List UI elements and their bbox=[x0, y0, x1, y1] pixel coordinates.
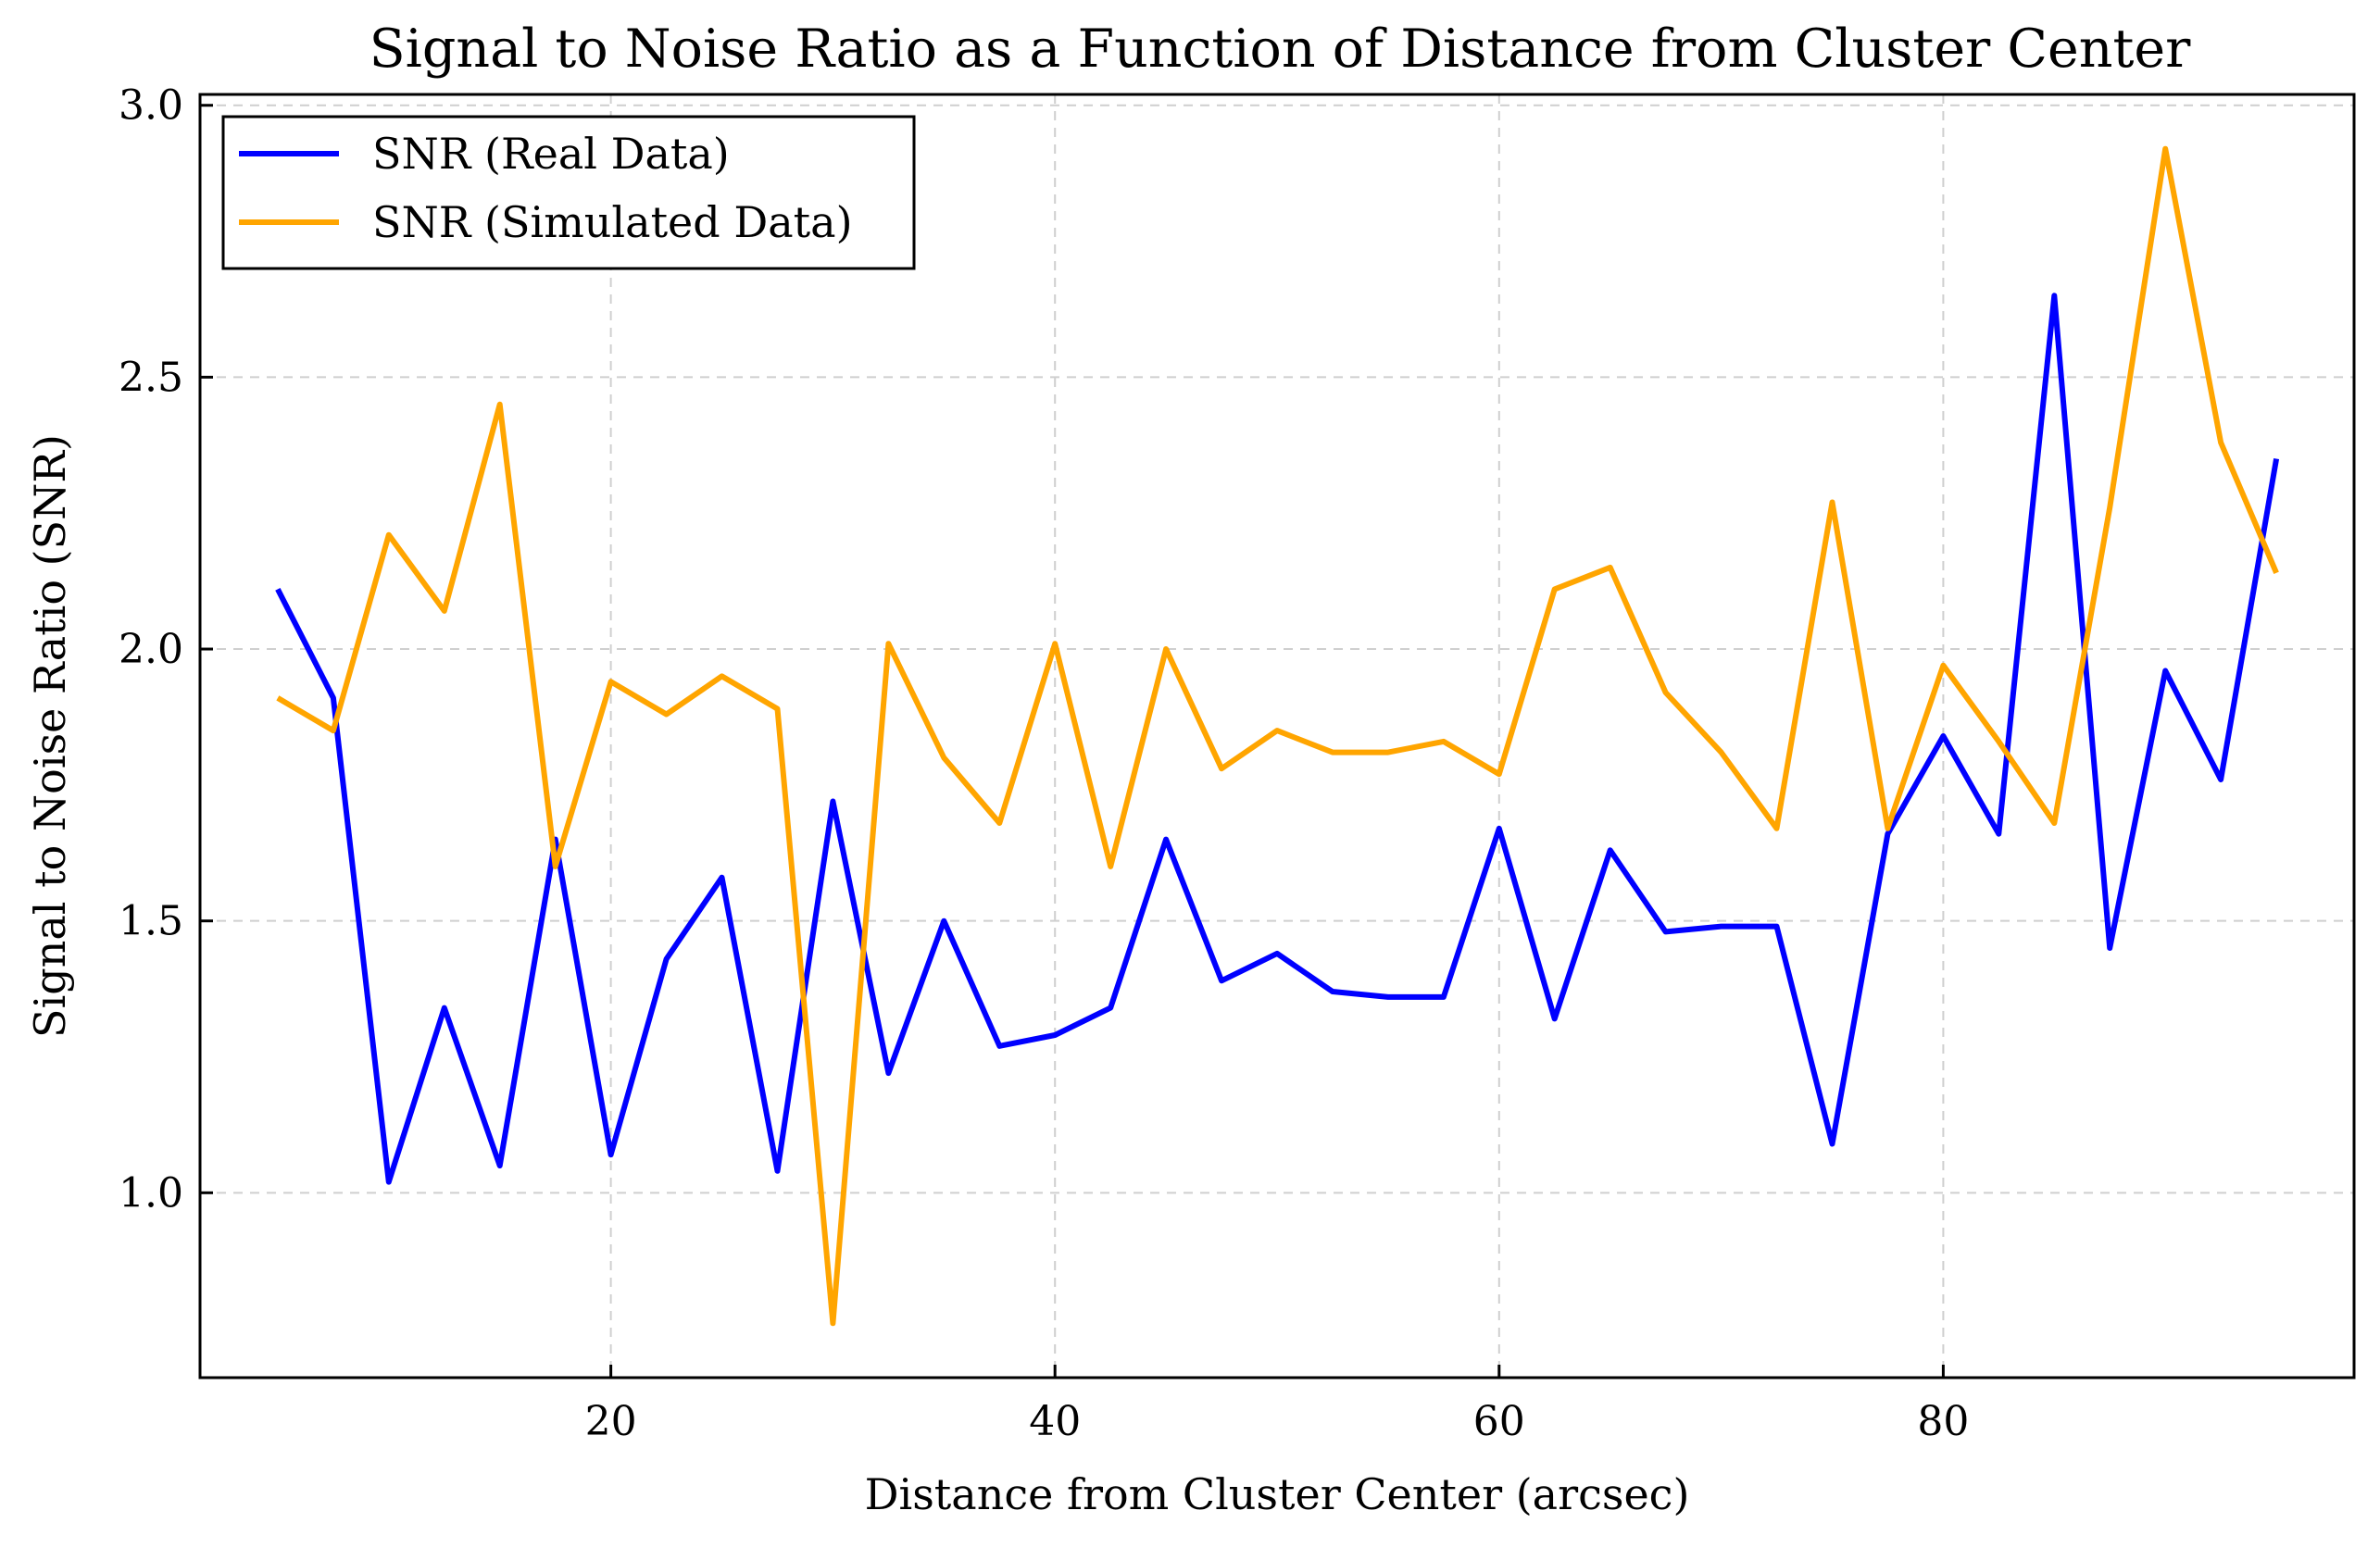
plot-frame bbox=[198, 93, 2356, 1379]
y-axis-label: Signal to Noise Ratio (SNR) bbox=[25, 434, 75, 1038]
x-axis-label: Distance from Cluster Center (arcsec) bbox=[865, 1469, 1690, 1519]
y-tick-label: 1.5 bbox=[119, 898, 183, 945]
x-tick-label: 40 bbox=[1029, 1398, 1081, 1445]
y-tick-label: 3.0 bbox=[119, 82, 183, 130]
x-tick-label: 60 bbox=[1473, 1398, 1525, 1445]
legend-label-simulated: SNR (Simulated Data) bbox=[372, 197, 853, 247]
y-tick-label: 2.0 bbox=[119, 626, 183, 673]
series-line-simulated bbox=[276, 145, 2279, 1327]
legend-label-real: SNR (Real Data) bbox=[372, 129, 730, 179]
legend: SNR (Real Data) SNR (Simulated Data) bbox=[221, 115, 916, 270]
legend-box bbox=[221, 115, 916, 270]
axis-ticks: 20 40 60 80 1.0 1.5 2.0 2.5 3.0 bbox=[119, 82, 1969, 1445]
series-line-real bbox=[275, 293, 2280, 1185]
y-tick-label: 1.0 bbox=[119, 1169, 183, 1217]
x-tick-label: 80 bbox=[1917, 1398, 1969, 1445]
series-lines bbox=[275, 145, 2280, 1327]
chart-title: Signal to Noise Ratio as a Function of D… bbox=[370, 19, 2192, 80]
x-tick-label: 20 bbox=[585, 1398, 637, 1445]
y-tick-label: 2.5 bbox=[119, 354, 183, 401]
